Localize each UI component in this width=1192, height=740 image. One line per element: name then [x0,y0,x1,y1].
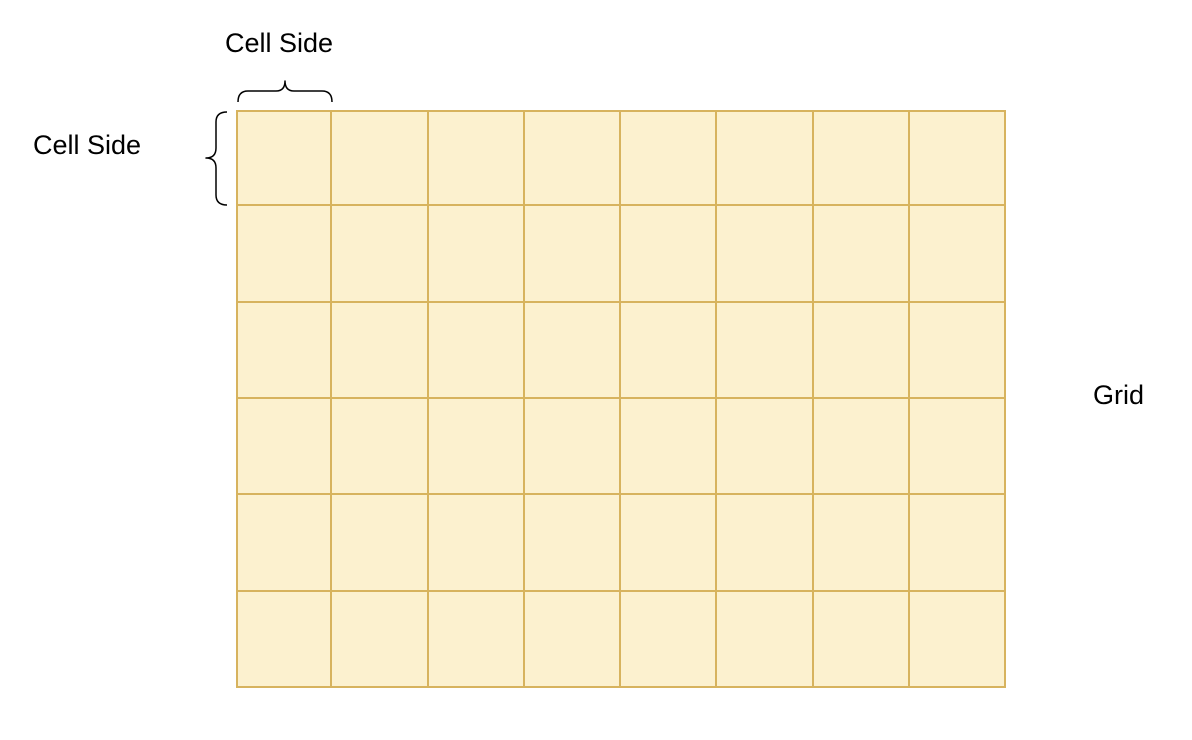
grid-cell [621,591,718,688]
grid-cell [428,591,525,688]
grid-cell [909,206,1006,303]
cell-side-width-label: Cell Side [225,28,334,58]
grid-cell [717,110,814,207]
grid-cell [813,399,910,496]
grid-cell [332,110,429,207]
grid-cell [621,399,718,496]
grid-cell [621,206,718,303]
grid-cell [332,399,429,496]
grid-cell [428,110,525,207]
grid-cell [524,302,621,399]
grid-cell [813,110,910,207]
grid-cell [909,495,1006,592]
grid-cell [813,206,910,303]
grid-cell [524,206,621,303]
grid-cell [428,495,525,592]
cell-height-brace [205,111,228,206]
grid-cell [428,206,525,303]
grid-cell [717,495,814,592]
grid-cell [332,302,429,399]
grid-cell [621,110,718,207]
grid-cell [428,399,525,496]
grid-cell [813,495,910,592]
grid [236,110,1006,688]
grid-cell [428,302,525,399]
grid-cell [236,399,333,496]
cell-width-brace [237,80,333,103]
grid-cell [524,110,621,207]
grid-cell [524,399,621,496]
grid-cell [909,591,1006,688]
grid-cell [813,302,910,399]
grid-cell [717,399,814,496]
grid-cell [524,495,621,592]
grid-cell [332,591,429,688]
grid-cell [236,110,333,207]
grid-label: Grid [1093,380,1145,410]
grid-cell [236,495,333,592]
grid-cell [909,110,1006,207]
grid-cell [813,591,910,688]
grid-cell [236,302,333,399]
grid-cell [909,399,1006,496]
grid-cell [717,206,814,303]
grid-cell [621,302,718,399]
grid-cell [621,495,718,592]
grid-cell [236,591,333,688]
cell-side-height-label: Cell Side [33,130,142,160]
grid-cell [717,591,814,688]
grid-cell [909,302,1006,399]
grid-cell [524,591,621,688]
grid-cell [236,206,333,303]
grid-cell [332,495,429,592]
grid-cell [717,302,814,399]
grid-cell [332,206,429,303]
